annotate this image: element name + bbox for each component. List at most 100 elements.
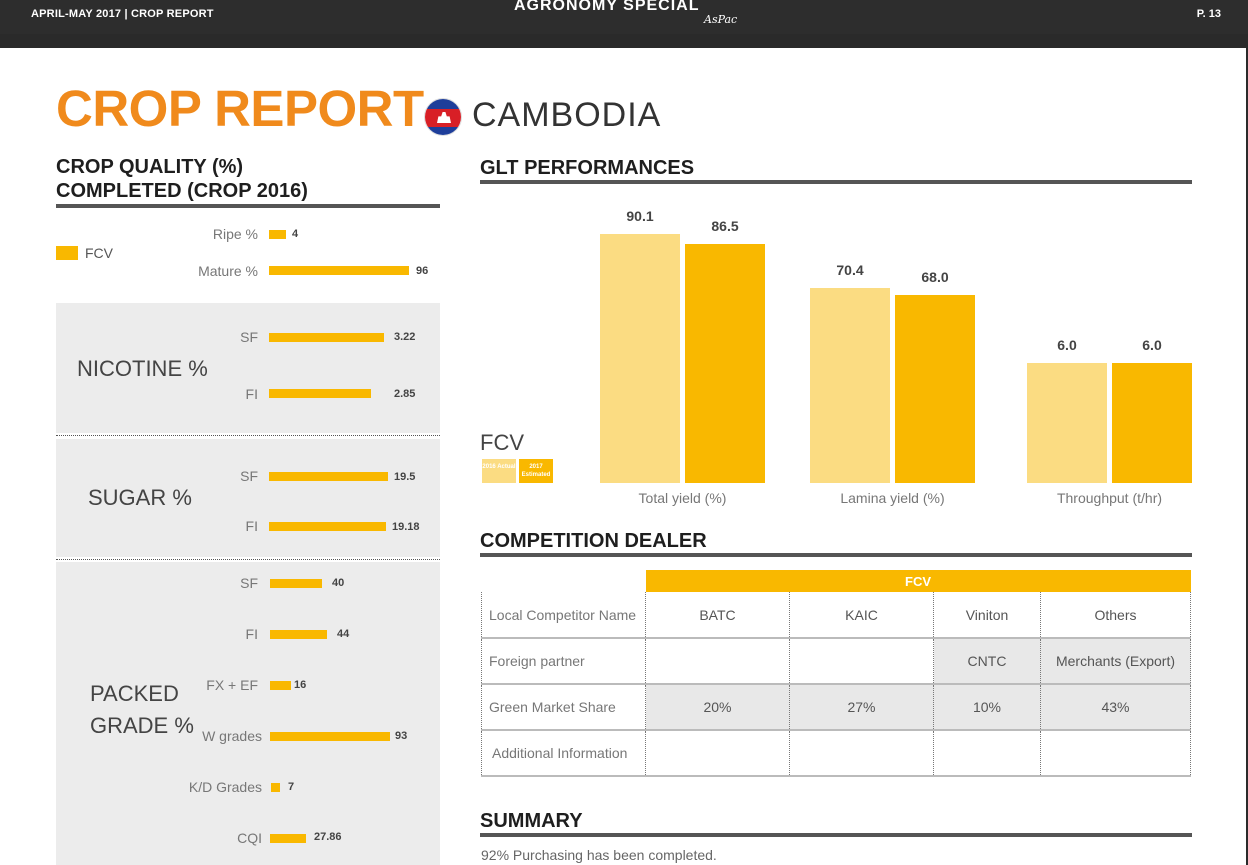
table-row: Local Competitor Name BATC KAIC Viniton … [481,592,1191,639]
packed-wgrades-label: W grades [202,728,262,744]
glt-bar-value-label: 6.0 [1057,337,1077,353]
packed-cqi-value: 27.86 [314,831,342,843]
table-cell: 10% [933,684,1041,731]
glt-bar [685,243,765,483]
table-header-row: FCV [482,570,1191,592]
sugar-fi-label: FI [245,518,258,534]
page-title: CROP REPORT [56,80,424,137]
glt-bar [600,234,680,483]
nicotine-sf-label: SF [240,329,258,345]
packed-fi-label: FI [245,626,258,642]
fcv-legend-swatch [56,246,78,260]
mature-label: Mature % [198,263,258,279]
packed-grade-title: PACKED GRADE % [90,678,194,742]
legend-2016-actual: 2016 Actual [482,459,516,483]
glt-rule [480,180,1192,184]
glt-bar [895,295,975,483]
header-bar: APRIL-MAY 2017 | CROP REPORT AGRONOMY SP… [0,0,1248,34]
packed-grade-title-line2: GRADE % [90,713,194,738]
glt-category-label: Total yield (%) [638,490,727,506]
header-signature: AsPac [704,13,738,26]
table-cell: 43% [1040,684,1191,731]
sugar-sf-value: 19.5 [394,471,416,483]
glt-bar-value-label: 68.0 [921,269,949,286]
glt-category-label: Lamina yield (%) [840,490,945,506]
crop-quality-title-line1: CROP QUALITY (%) [56,156,244,178]
packed-fi-bar [270,630,327,639]
packed-kd-label: K/D Grades [188,779,262,795]
packed-sf-bar [270,579,322,588]
header-page-number: P. 13 [1196,8,1221,20]
mature-value: 96 [416,265,429,277]
packed-kd-bar [271,783,280,792]
packed-fxef-bar [270,681,291,690]
table-cell [789,638,934,685]
table-cell: BATC [645,592,790,639]
packed-fxef-label: FX + EF [206,677,258,693]
header-brand: AGRONOMY SPECIAL [514,0,700,14]
table-cell: CNTC [933,638,1041,685]
packed-fxef-value: 16 [294,679,307,691]
table-cell: Merchants (Export) [1040,638,1191,685]
glt-title: GLT PERFORMANCES [480,157,695,179]
sugar-sf-label: SF [240,468,258,484]
glt-bar-value-label: 70.4 [836,262,864,279]
competition-title: COMPETITION DEALER [480,530,707,552]
cambodia-flag-icon [424,98,462,136]
glt-bar [1027,363,1107,483]
table-cell: Others [1040,592,1191,639]
sugar-sf-bar [269,472,388,481]
sugar-fi-value: 19.18 [392,521,420,533]
table-cell: KAIC [789,592,934,639]
row-label: Additional Information [481,730,646,777]
nicotine-fi-label: FI [245,386,258,402]
glt-category-label: Throughput (t/hr) [1056,490,1163,506]
glt-bar-value-label: 86.5 [711,217,739,234]
crop-quality-rule [56,204,440,208]
glt-bar [810,288,890,483]
sugar-divider [56,559,440,560]
table-cell [933,730,1041,777]
packed-cqi-bar [270,834,306,843]
summary-text: 92% Purchasing has been completed. [481,847,717,863]
ripe-value: 4 [292,228,299,240]
report-page: CROP REPORT CAMBODIA CROP QUALITY (%) CO… [0,48,1246,865]
summary-title: SUMMARY [480,810,583,832]
table-cell: 27% [789,684,934,731]
table-cell: 20% [645,684,790,731]
nicotine-fi-value: 2.85 [394,388,416,400]
glt-fcv-label: FCV [480,430,524,455]
country-name: CAMBODIA [472,96,662,134]
table-cell [645,638,790,685]
crop-quality-title: CROP QUALITY (%) COMPLETED (CROP 2016) [56,155,308,203]
ripe-bar [269,230,286,239]
nicotine-fi-bar [269,389,371,398]
table-cell [1040,730,1191,777]
packed-wgrades-bar [270,732,390,741]
row-label: Foreign partner [481,638,646,685]
competition-rule [480,553,1192,557]
nicotine-sf-value: 3.22 [394,331,416,343]
row-label: Green Market Share [481,684,646,731]
nicotine-panel [56,303,440,433]
packed-sf-label: SF [240,575,258,591]
mature-bar [269,266,409,275]
header-issue: APRIL-MAY 2017 | CROP REPORT [31,8,214,20]
sugar-fi-bar [269,522,386,531]
glt-bar [1112,363,1192,483]
nicotine-sf-bar [269,333,384,342]
packed-fi-value: 44 [337,628,350,640]
packed-cqi-label: CQI [237,830,262,846]
row-label: Local Competitor Name [481,592,646,639]
legend-2017-estimated: 2017 Estimated [519,459,553,483]
nicotine-divider [56,435,440,436]
competition-table: FCV Local Competitor Name BATC KAIC Vini… [481,570,1191,777]
glt-bar-value-label: 90.1 [626,208,654,224]
packed-wgrades-value: 93 [395,730,408,742]
packed-sf-value: 40 [332,577,345,589]
summary-rule [480,833,1192,837]
crop-quality-title-line2: COMPLETED (CROP 2016) [56,180,308,202]
packed-kd-value: 7 [288,781,295,793]
nicotine-title: NICOTINE % [77,356,208,381]
packed-grade-title-line1: PACKED [90,681,179,706]
